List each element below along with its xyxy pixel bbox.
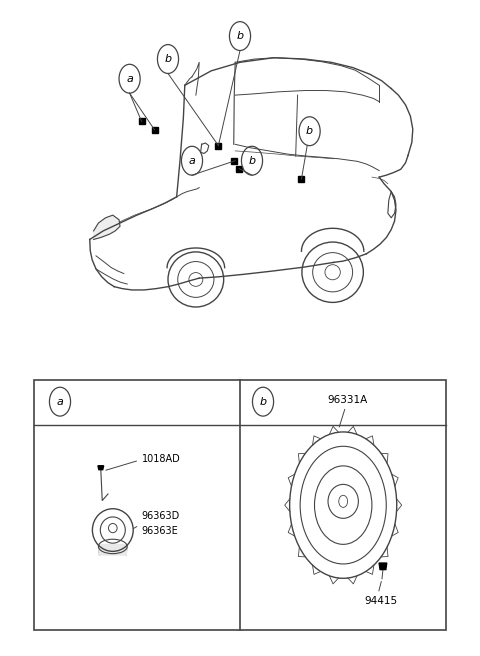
Bar	[34, 380, 446, 630]
Text: b: b	[249, 155, 255, 166]
Text: b: b	[165, 54, 171, 64]
Text: 96363D: 96363D	[142, 511, 180, 522]
Text: 94415: 94415	[364, 596, 397, 606]
Text: 1018AD: 1018AD	[142, 454, 180, 464]
Polygon shape	[94, 215, 120, 239]
Text: a: a	[189, 155, 195, 166]
Text: b: b	[260, 397, 266, 407]
Text: b: b	[237, 31, 243, 41]
Polygon shape	[98, 466, 104, 470]
Text: a: a	[126, 73, 133, 84]
Text: b: b	[306, 126, 313, 136]
Polygon shape	[98, 544, 127, 555]
Text: 96331A: 96331A	[328, 396, 368, 405]
Polygon shape	[379, 563, 387, 569]
Text: a: a	[57, 397, 63, 407]
Text: 96363E: 96363E	[142, 526, 179, 537]
